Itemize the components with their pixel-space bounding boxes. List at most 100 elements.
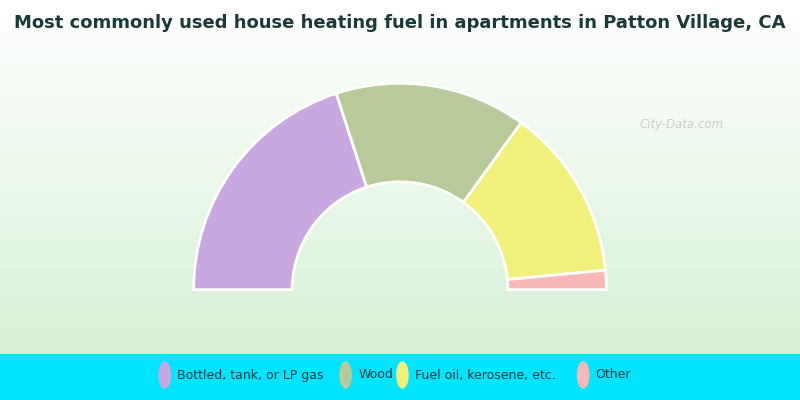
- Bar: [0, 25, 800, 26]
- Bar: [0, 264, 800, 266]
- Bar: [0, 37, 800, 39]
- Bar: [0, 260, 800, 262]
- Text: Fuel oil, kerosene, etc.: Fuel oil, kerosene, etc.: [415, 368, 556, 382]
- Bar: [0, 317, 800, 318]
- Bar: [0, 172, 800, 174]
- Bar: [0, 326, 800, 328]
- Bar: [0, 168, 800, 170]
- Bar: [0, 42, 800, 44]
- Bar: [0, 272, 800, 274]
- Bar: [0, 333, 800, 334]
- Bar: [0, 205, 800, 207]
- Bar: [0, 170, 800, 172]
- Bar: [0, 0, 800, 2]
- Bar: [0, 320, 800, 322]
- Bar: [0, 177, 800, 179]
- Bar: [0, 266, 800, 267]
- Bar: [0, 184, 800, 186]
- Ellipse shape: [577, 361, 590, 389]
- Bar: [0, 299, 800, 301]
- Bar: [0, 328, 800, 329]
- Text: Most commonly used house heating fuel in apartments in Patton Village, CA: Most commonly used house heating fuel in…: [14, 14, 786, 32]
- Bar: [0, 204, 800, 205]
- Bar: [0, 85, 800, 87]
- Bar: [0, 12, 800, 14]
- Bar: [0, 41, 800, 42]
- Bar: [0, 297, 800, 299]
- Bar: [0, 87, 800, 88]
- Bar: [0, 211, 800, 212]
- Text: City-Data.com: City-Data.com: [640, 118, 724, 131]
- Bar: [0, 58, 800, 60]
- Bar: [0, 306, 800, 308]
- Bar: [0, 347, 800, 349]
- Bar: [0, 182, 800, 184]
- Ellipse shape: [339, 361, 352, 389]
- Bar: [0, 149, 800, 150]
- Bar: [0, 248, 800, 250]
- Bar: [0, 110, 800, 112]
- Bar: [0, 78, 800, 80]
- Bar: [0, 262, 800, 264]
- Bar: [0, 338, 800, 340]
- Bar: [0, 133, 800, 134]
- Bar: [0, 174, 800, 175]
- Bar: [0, 2, 800, 4]
- Bar: [0, 179, 800, 180]
- Bar: [0, 288, 800, 290]
- Bar: [0, 66, 800, 67]
- Bar: [0, 336, 800, 338]
- Bar: [0, 97, 800, 99]
- Bar: [0, 62, 800, 64]
- Bar: [0, 120, 800, 122]
- Bar: [0, 156, 800, 158]
- Bar: [0, 64, 800, 66]
- Bar: [0, 136, 800, 138]
- Bar: [0, 5, 800, 7]
- Bar: [0, 223, 800, 225]
- Bar: [0, 312, 800, 313]
- Bar: [0, 343, 800, 345]
- Bar: [0, 44, 800, 46]
- Bar: [0, 129, 800, 131]
- Bar: [0, 14, 800, 16]
- Wedge shape: [336, 83, 522, 202]
- Bar: [0, 244, 800, 246]
- Bar: [0, 322, 800, 324]
- Bar: [0, 230, 800, 232]
- Bar: [0, 334, 800, 336]
- Bar: [0, 239, 800, 241]
- Bar: [0, 175, 800, 177]
- Bar: [0, 26, 800, 28]
- Bar: [0, 232, 800, 234]
- Bar: [0, 166, 800, 168]
- Bar: [0, 138, 800, 140]
- Text: Wood: Wood: [358, 368, 393, 382]
- Bar: [0, 212, 800, 214]
- Bar: [0, 150, 800, 152]
- Bar: [0, 126, 800, 128]
- Bar: [0, 318, 800, 320]
- Bar: [0, 72, 800, 74]
- Bar: [0, 20, 800, 21]
- Bar: [0, 92, 800, 94]
- Bar: [0, 113, 800, 115]
- Bar: [0, 200, 800, 202]
- Bar: [0, 218, 800, 220]
- Bar: [0, 18, 800, 20]
- Bar: [0, 207, 800, 209]
- Bar: [0, 349, 800, 350]
- Bar: [0, 23, 800, 25]
- Bar: [0, 315, 800, 317]
- Bar: [0, 342, 800, 343]
- Bar: [0, 228, 800, 230]
- Bar: [0, 274, 800, 276]
- Bar: [0, 106, 800, 108]
- Bar: [0, 189, 800, 191]
- Bar: [0, 216, 800, 218]
- Bar: [0, 90, 800, 92]
- Bar: [0, 242, 800, 244]
- Bar: [0, 131, 800, 133]
- Bar: [0, 301, 800, 303]
- Bar: [0, 48, 800, 50]
